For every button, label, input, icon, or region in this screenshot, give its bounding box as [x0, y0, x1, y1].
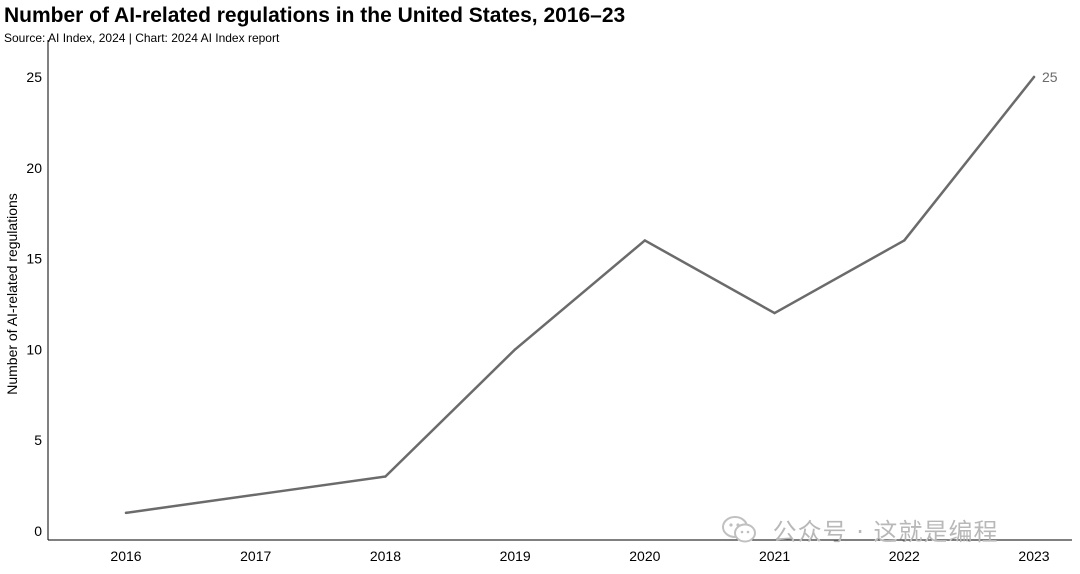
y-tick-label: 20: [26, 160, 42, 176]
data-point: [903, 239, 906, 242]
data-point: [773, 311, 776, 315]
y-tick-label: 10: [26, 341, 42, 357]
data-point: [254, 493, 257, 496]
y-tick-label: 25: [26, 69, 42, 85]
data-point: [384, 475, 387, 478]
x-tick-label: 2020: [629, 548, 660, 564]
x-tick-label: 2019: [500, 548, 531, 564]
series-line: [124, 75, 1036, 515]
x-tick-label: 2017: [240, 548, 271, 564]
watermark-text: 公众号 · 这就是编程: [772, 518, 999, 546]
wechat-icon: [722, 515, 758, 551]
x-tick-label: 2016: [110, 548, 141, 564]
data-point: [643, 239, 647, 242]
data-label: 25: [1042, 69, 1058, 85]
chart-subtitle: Source: AI Index, 2024 | Chart: 2024 AI …: [4, 31, 280, 45]
y-tick-label: 5: [34, 432, 42, 448]
data-point: [124, 511, 128, 515]
data-point: [513, 348, 517, 351]
data-point: [1032, 75, 1036, 79]
x-tick-label: 2021: [759, 548, 790, 564]
watermark: 公众号 · 这就是编程: [722, 512, 999, 551]
chart-title: Number of AI-related regulations in the …: [4, 4, 626, 27]
y-tick-label: 15: [26, 251, 42, 267]
x-tick-label: 2018: [370, 548, 401, 564]
x-tick-label: 2023: [1018, 548, 1049, 564]
y-tick-label: 0: [34, 523, 42, 539]
x-tick-label: 2022: [889, 548, 920, 564]
